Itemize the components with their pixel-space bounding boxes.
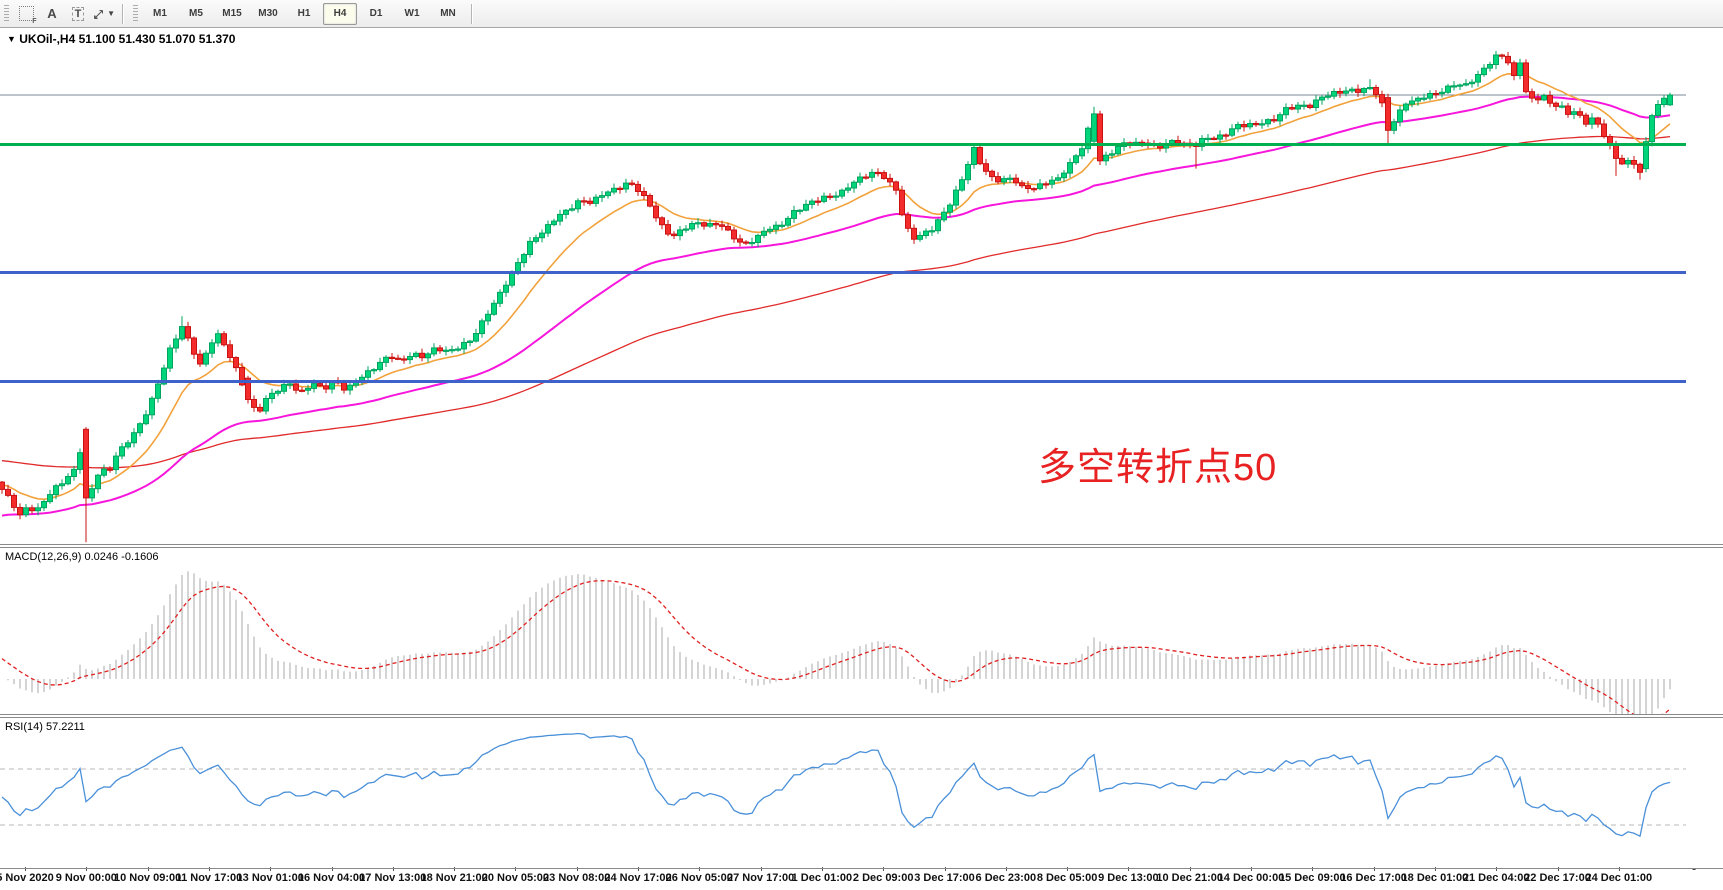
macd-label: MACD(12,26,9) 0.0246 -0.1606	[5, 551, 159, 563]
time-axis-label: 24 Nov 17:00	[593, 867, 683, 884]
time-axis-label: 26 Nov 05:00	[654, 867, 744, 884]
grid-tile-icon[interactable]: F	[15, 4, 37, 25]
price-axis[interactable]	[1686, 28, 1723, 868]
time-axis-label: 10 Nov 09:00	[103, 867, 193, 884]
timeframe-button-w1[interactable]: W1	[404, 8, 420, 19]
timeframe-button-d1[interactable]: D1	[369, 8, 383, 19]
time-axis-label: 13 Nov 01:00	[225, 867, 315, 884]
dropdown-caret-icon[interactable]: ▼	[107, 9, 115, 18]
toolbar-separator	[122, 3, 124, 24]
chart-annotation-text[interactable]: 多空转折点50	[1038, 447, 1278, 489]
time-axis-label: 23 Nov 08:00	[532, 867, 622, 884]
rsi-value: 57.2211	[45, 721, 85, 733]
toolbar-drag-handle[interactable]	[133, 4, 138, 23]
time-axis-label: 18 Dec 01:00	[1390, 867, 1480, 884]
cursor-arrows-icon[interactable]: ▼	[93, 4, 115, 24]
time-axis-label: 24 Dec 01:00	[1574, 867, 1664, 884]
rsi-panel-plot[interactable]	[0, 718, 1686, 868]
time-axis-label: 15 Dec 09:00	[1267, 867, 1357, 884]
time-axis-label: 20 Nov 05:00	[470, 867, 560, 884]
panel-splitter	[0, 717, 1723, 718]
macd-histogram	[7, 571, 1671, 714]
macd-panel-plot[interactable]	[0, 548, 1686, 714]
time-axis-label: 14 Dec 00:00	[1206, 867, 1296, 884]
symbol-period: UKOil-,H4	[19, 32, 76, 46]
time-axis-label: 3 Dec 17:00	[900, 867, 990, 884]
panel-splitter	[0, 547, 1723, 548]
candles-layer	[0, 50, 1673, 543]
horizontal-level-line[interactable]	[0, 143, 1686, 147]
time-axis-label: 16 Dec 17:00	[1329, 867, 1419, 884]
time-axis-label: 22 Dec 17:00	[1513, 867, 1603, 884]
timeframe-button-mn[interactable]: MN	[440, 8, 456, 19]
time-axis-label: 9 Nov 00:00	[41, 867, 131, 884]
time-axis-label: 5 Nov 2020	[0, 867, 70, 884]
time-axis-label: 9 Dec 13:00	[1083, 867, 1173, 884]
timeframe-button-m15[interactable]: M15	[222, 8, 242, 19]
time-axis-label: 21 Dec 04:00	[1451, 867, 1541, 884]
toolbar: F A T ▼ M1 M5 M15 M30 H1 H4 D1 W1 MN	[0, 0, 1723, 28]
timeframe-button-m5[interactable]: M5	[189, 8, 203, 19]
price-chart-plot[interactable]	[0, 28, 1686, 545]
horizontal-level-line[interactable]	[0, 380, 1686, 384]
panel-splitter[interactable]	[0, 544, 1723, 545]
text-label-icon[interactable]: T	[67, 4, 89, 24]
macd-signal-line	[1, 580, 1671, 714]
time-axis-label: 11 Nov 17:00	[164, 867, 254, 884]
time-axis-label: 17 Nov 13:00	[348, 867, 438, 884]
time-axis-label: 1 Dec 01:00	[777, 867, 867, 884]
toolbar-separator	[471, 3, 473, 24]
ohlc-close: 51.370	[198, 32, 236, 46]
rsi-line	[1, 732, 1671, 838]
time-axis-label: 2 Dec 09:00	[838, 867, 928, 884]
ohlc-high: 51.430	[118, 32, 156, 46]
ma-line	[1, 135, 1671, 469]
timeframe-button-m1[interactable]: M1	[153, 8, 167, 19]
rsi-label: RSI(14) 57.2211	[5, 721, 85, 733]
panel-splitter[interactable]	[0, 714, 1723, 715]
collapse-triangle-icon[interactable]: ▼	[7, 34, 16, 44]
horizontal-level-line[interactable]	[0, 271, 1686, 275]
ohlc-low: 51.070	[158, 32, 196, 46]
macd-values: 0.0246 -0.1606	[84, 551, 159, 563]
toolbar-drag-handle[interactable]	[4, 4, 9, 23]
insert-text-icon[interactable]: A	[47, 6, 57, 21]
time-axis-label: 6 Dec 23:00	[961, 867, 1051, 884]
time-axis-label: 18 Nov 21:00	[409, 867, 499, 884]
ohlc-open: 51.100	[78, 32, 116, 46]
ma-line	[1, 95, 1671, 517]
chart-title: ▼ UKOil-,H4 51.100 51.430 51.070 51.370	[7, 32, 235, 46]
ma-line	[1, 71, 1671, 501]
time-axis-label: 8 Dec 05:00	[1022, 867, 1112, 884]
time-axis-label: 27 Nov 17:00	[716, 867, 806, 884]
timeframe-button-group: M1 M5 M15 M30 H1 H4 D1 W1 MN	[142, 2, 466, 25]
time-axis-label: 10 Dec 21:00	[1145, 867, 1235, 884]
time-axis-line	[0, 868, 1723, 869]
time-axis-label: 16 Nov 04:00	[287, 867, 377, 884]
timeframe-button-m30[interactable]: M30	[258, 8, 278, 19]
timeframe-button-h1[interactable]: H1	[297, 8, 311, 19]
timeframe-button-h4[interactable]: H4	[323, 2, 357, 25]
